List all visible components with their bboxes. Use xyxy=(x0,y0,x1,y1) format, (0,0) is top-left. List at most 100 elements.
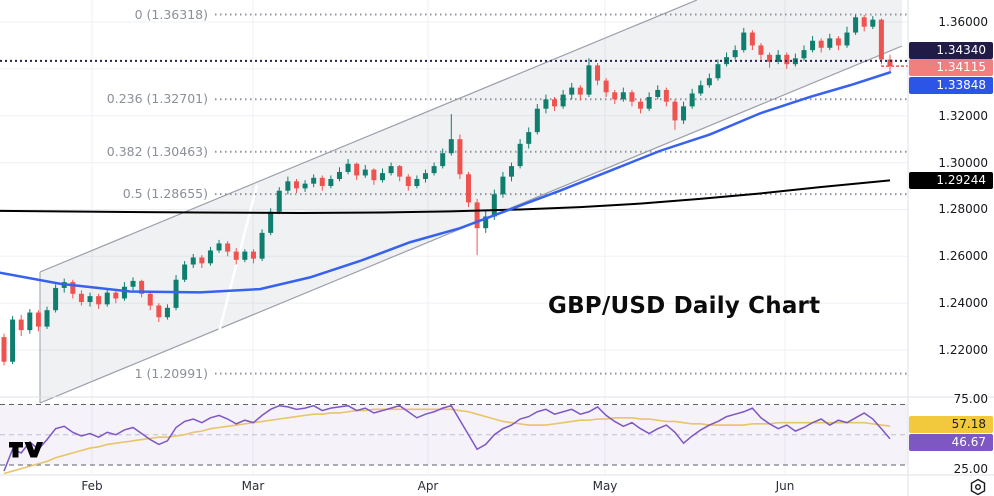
rsi-badge-rsi-ma-value: 57.18 xyxy=(909,416,993,433)
tradingview-logo[interactable] xyxy=(8,440,44,460)
candle-body xyxy=(818,40,824,48)
candle-body xyxy=(431,166,437,174)
candle-body xyxy=(182,264,188,280)
fib-level-label: 0.236 (1.32701) xyxy=(106,91,208,107)
candle-body xyxy=(44,310,50,327)
candle-body xyxy=(569,87,575,95)
candle-body xyxy=(681,106,687,121)
white-streak xyxy=(216,184,259,337)
candle-body xyxy=(741,32,747,51)
candle-body xyxy=(586,65,592,95)
rsi-line[interactable] xyxy=(3,404,891,472)
blue-ma-line[interactable] xyxy=(0,71,892,294)
candle-body xyxy=(784,54,790,65)
black-ma-line[interactable] xyxy=(0,179,891,214)
candle-body xyxy=(500,176,506,195)
candle-body xyxy=(414,178,420,187)
price-axis-label: 1.24000 xyxy=(938,296,988,311)
candle-body xyxy=(638,101,644,109)
price-axis-label: 1.36000 xyxy=(938,15,988,29)
candle-body xyxy=(878,19,884,60)
candle-body xyxy=(10,319,16,362)
candle-body xyxy=(517,143,523,167)
fib-level-label: 0.382 (1.30463) xyxy=(106,143,208,159)
candle-body xyxy=(706,78,712,86)
time-axis-label-feb: Feb xyxy=(81,479,103,493)
trend-channel-upper-line[interactable] xyxy=(39,0,698,273)
candle-body xyxy=(534,108,540,133)
candle-body xyxy=(835,38,841,46)
candle-body xyxy=(70,282,76,294)
price-axis-label: 1.28000 xyxy=(938,202,988,217)
candle-body xyxy=(388,166,394,174)
candle-body xyxy=(612,92,618,100)
candle-body xyxy=(104,292,110,305)
candle-body xyxy=(250,251,256,259)
candle-body xyxy=(130,280,136,287)
candle-body xyxy=(293,181,299,189)
candle-body xyxy=(422,173,428,179)
candle-body xyxy=(646,96,652,109)
price-badge-black-ma-value: 1.29244 xyxy=(909,172,993,189)
candle-body xyxy=(173,279,179,308)
candle-body xyxy=(491,194,497,217)
rsi-axis-label: 75.00 xyxy=(953,392,988,406)
candle-body xyxy=(354,163,360,176)
candle-body xyxy=(440,153,446,167)
candle-body xyxy=(844,32,850,46)
candle-body xyxy=(758,45,764,55)
price-axis-label: 1.26000 xyxy=(938,249,988,264)
candle-body xyxy=(233,251,239,260)
candle-body xyxy=(362,169,368,176)
candle-body xyxy=(775,54,781,62)
candle-body xyxy=(302,183,308,189)
candle-body xyxy=(285,181,291,191)
candle-body xyxy=(78,293,84,302)
candle-body xyxy=(156,305,162,318)
candle-body xyxy=(207,250,213,264)
candle-body xyxy=(242,251,248,260)
candle-body xyxy=(147,293,153,306)
candle-body xyxy=(18,319,24,331)
candle-body xyxy=(405,176,411,187)
candle-body xyxy=(749,32,755,46)
candle-body xyxy=(96,296,102,305)
candle-body xyxy=(552,99,558,107)
pane-settings-icon[interactable] xyxy=(969,478,987,496)
candle-body xyxy=(732,50,738,58)
candle-body xyxy=(27,312,33,331)
time-axis-label-mar: Mar xyxy=(241,479,265,493)
candle-body xyxy=(336,171,342,179)
candle-body xyxy=(603,80,609,93)
candle-body xyxy=(457,139,463,175)
candle-body xyxy=(371,169,377,181)
candle-body xyxy=(655,89,661,97)
candle-body xyxy=(595,65,601,81)
price-axis-label: 1.32000 xyxy=(938,108,988,123)
candle-body xyxy=(319,177,325,187)
candle-body xyxy=(672,101,678,121)
candle-body xyxy=(810,40,816,51)
time-axis-label-jun: Jun xyxy=(775,479,795,493)
candle-body xyxy=(870,19,876,27)
candle-body xyxy=(379,173,385,181)
price-badge-blue-ma-value: 1.33848 xyxy=(909,77,993,94)
candle-body xyxy=(53,287,59,311)
candle-body xyxy=(861,17,867,27)
candle-body xyxy=(345,163,351,172)
candle-body xyxy=(259,232,265,259)
candle-body xyxy=(827,38,833,48)
candle-body xyxy=(121,286,127,299)
candle-body xyxy=(715,64,721,79)
candle-body xyxy=(448,139,454,154)
candle-body xyxy=(328,178,334,187)
rsi-ma-line[interactable] xyxy=(3,408,891,475)
price-badge-horizontal-line-price: 1.34340 xyxy=(909,42,993,59)
candle-body xyxy=(853,17,859,33)
candle-body xyxy=(139,280,145,294)
candle-body xyxy=(87,296,93,302)
candle-body xyxy=(35,312,41,327)
candle-body xyxy=(190,257,196,265)
fib-level-label: 0.5 (1.28655) xyxy=(122,186,208,202)
